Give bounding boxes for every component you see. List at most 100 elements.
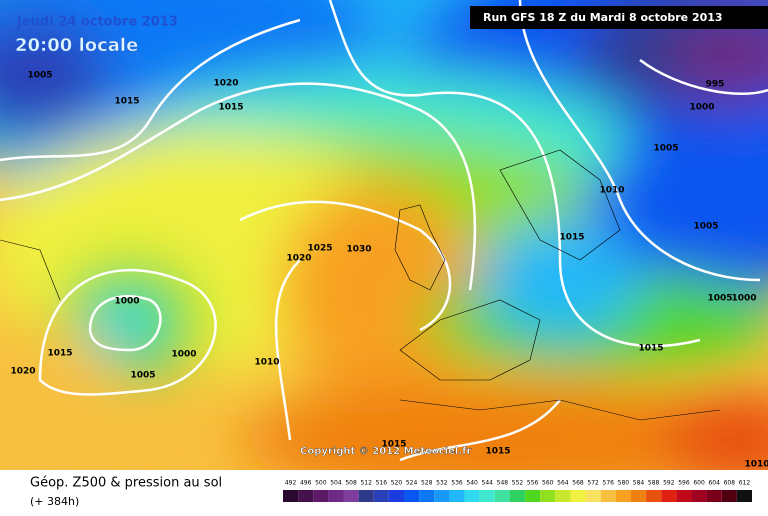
isobar-label: 1005 [707,294,732,304]
scale-cell [630,490,647,502]
map-field [0,0,768,470]
scale-label: 604 [708,480,720,487]
isobar-label: 1015 [559,233,584,243]
scale-label: 584 [633,480,645,487]
scale-label: 552 [512,480,524,487]
scale-label: 492 [285,480,297,487]
scale-cell [661,490,677,502]
scale-label: 572 [587,480,599,487]
scale-label: 540 [466,480,478,487]
scale-label: 612 [739,480,751,487]
scale-label: 504 [330,480,342,487]
scale-label: 500 [315,480,327,487]
scale-label: 600 [693,480,705,487]
scale-cell [298,490,314,502]
isobar-label: 1030 [346,245,371,255]
isobar-label: 1000 [171,350,196,360]
isobar-label: 1020 [286,254,311,264]
scale-cell [736,490,752,502]
scale-cell [600,490,616,502]
isobar-label: 1005 [27,71,52,81]
scale-cell [570,490,586,502]
scale-cell [464,490,480,502]
scale-label: 596 [678,480,690,487]
scale-label: 588 [648,480,660,487]
isobar-label: 1005 [693,222,718,232]
scale-cell [419,490,435,502]
scale-cell [358,490,374,502]
isobar-label: 1020 [213,79,238,89]
scale-label: 564 [557,480,569,487]
scale-cell [373,490,389,502]
run-info: Run GFS 18 Z du Mardi 8 octobre 2013 [483,11,723,24]
scale-label: 544 [482,480,494,487]
scale-cell [404,490,420,502]
isobar-label: 1005 [130,371,155,381]
isobar-label: 1015 [218,103,243,113]
isobar-label: 1000 [731,294,756,304]
isobars [0,0,768,462]
legend-title: Géop. Z500 & pression au sol [30,476,222,491]
scale-label: 556 [527,480,539,487]
scale-label: 528 [421,480,433,487]
isobar-label: 1010 [254,358,279,368]
scale-cell [615,490,631,502]
isobar-label: 1015 [638,344,663,354]
scale-label: 576 [603,480,615,487]
isobar-label: 1010 [599,186,624,196]
isobar-label: 1015 [47,349,72,359]
coastlines [0,149,721,421]
isobar-label: 1000 [689,103,714,113]
copyright: Copyright © 2012 Meteociel.fr [300,446,471,457]
scale-label: 592 [663,480,675,487]
isobar-label: 1010 [744,460,768,470]
isobar-label: 1025 [307,244,332,254]
isobar-label: 1015 [381,440,406,450]
scale-label: 516 [376,480,388,487]
isobar-label: 1000 [114,297,139,307]
lead-time: (+ 384h) [30,495,79,508]
scale-cell [434,490,450,502]
isobar-label: 995 [706,80,725,90]
scale-cell [343,490,359,502]
scale-cell [691,490,707,502]
scale-cell [313,490,329,502]
scale-cell [283,490,299,502]
scale-cell [721,490,737,502]
scale-cell [328,490,344,502]
scale-label: 548 [497,480,509,487]
isobar-label: 1020 [10,367,35,377]
scale-cell [479,490,495,502]
date: Jeudi 24 octobre 2013 [16,15,178,30]
scale-label: 580 [618,480,630,487]
scale-cell [555,490,571,502]
scale-label: 560 [542,480,554,487]
color-field [0,0,768,470]
isobar-label: 1015 [114,97,139,107]
scale-label: 520 [391,480,403,487]
scale-cell [646,490,662,502]
scale-label: 536 [451,480,463,487]
scale-label: 532 [436,480,448,487]
run-box [470,6,768,29]
scale-label: 512 [360,480,372,487]
scale-cell [509,490,526,502]
time: 20:00 locale [15,35,138,56]
isobar-label: 1015 [485,447,510,457]
scale-label: 524 [406,480,418,487]
scale-label: 608 [724,480,736,487]
scale-cell [540,490,556,502]
scale-cell [525,490,541,502]
scale-label: 496 [300,480,312,487]
scale-label: 568 [572,480,584,487]
scale-cell [449,490,465,502]
scale-label: 508 [345,480,357,487]
scale-cell [388,490,405,502]
scale-cell [494,490,510,502]
scale-cell [706,490,722,502]
scale-cell [676,490,692,502]
scale-cell [585,490,601,502]
isobar-label: 1005 [653,144,678,154]
